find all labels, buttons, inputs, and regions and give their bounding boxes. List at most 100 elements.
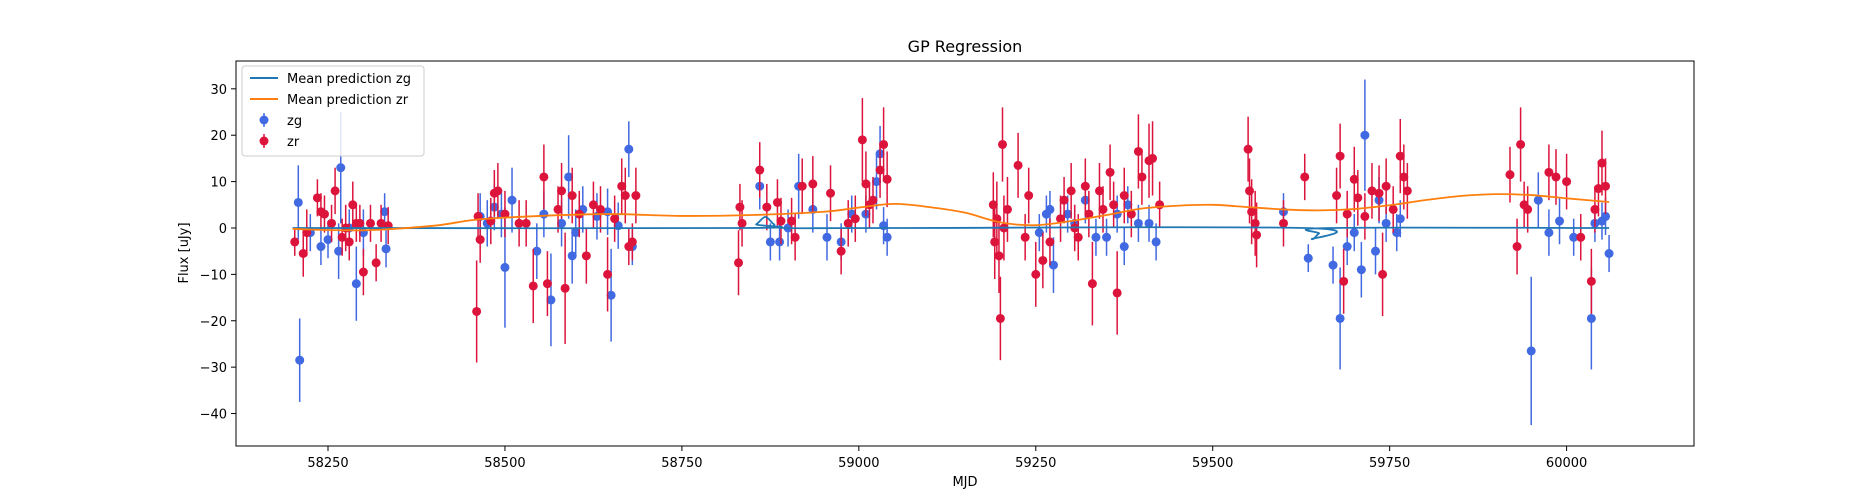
data-point-zr (620, 191, 630, 201)
x-tick-label: 60000 (1546, 456, 1587, 471)
data-point-zg (564, 172, 574, 182)
data-point-zr (1367, 186, 1377, 196)
data-point-zg (1381, 218, 1391, 228)
data-point-zg (765, 237, 775, 247)
data-point-zg (1123, 200, 1133, 210)
data-point-zr (1094, 186, 1104, 196)
data-point-zr (493, 186, 503, 196)
y-tick-label: 30 (210, 83, 227, 98)
line-mean-prediction-zg (292, 215, 1610, 241)
data-point-zr (797, 181, 807, 191)
data-point-zg (1133, 218, 1143, 228)
data-point-zg (1102, 232, 1112, 242)
data-point-zr (1353, 193, 1363, 203)
data-point-zr (1247, 207, 1257, 217)
data-point-zr (1148, 153, 1158, 163)
data-point-zg (557, 218, 567, 228)
data-point-zr (553, 204, 563, 214)
data-point-zr (875, 165, 885, 175)
data-point-zr (560, 283, 570, 293)
data-point-zr (1586, 276, 1596, 286)
data-point-zr (1339, 276, 1349, 286)
data-point-zr (762, 202, 772, 212)
data-point-zr (995, 313, 1005, 323)
data-point-zr (1278, 218, 1288, 228)
y-tick-label: −20 (200, 315, 227, 330)
data-point-zr (348, 200, 358, 210)
legend-label-zr: zr (287, 135, 300, 150)
data-point-zr (776, 216, 786, 226)
x-axis-label: MJD (952, 475, 977, 490)
data-point-zr (755, 165, 765, 175)
data-point-zg (624, 144, 634, 154)
data-point-zr (596, 204, 605, 214)
data-point-zg (500, 262, 510, 272)
data-point-zg (882, 232, 892, 242)
data-point-zr (1126, 209, 1136, 219)
data-point-zr (1013, 160, 1023, 170)
data-point-zr (998, 139, 1008, 149)
data-point-zr (1109, 200, 1119, 210)
data-point-zr (1360, 211, 1370, 221)
data-point-zr (627, 237, 637, 247)
x-tick-label: 59000 (838, 456, 879, 471)
data-point-zr (365, 218, 375, 228)
data-point-zr (1252, 230, 1262, 240)
data-point-zg (532, 246, 542, 256)
data-point-zr (542, 279, 552, 289)
data-point-zr (1523, 204, 1533, 214)
data-point-zr (475, 235, 485, 245)
data-point-zr (1544, 167, 1554, 177)
data-point-zg (1091, 232, 1101, 242)
data-point-zg (1151, 237, 1161, 247)
data-point-zr (1576, 232, 1586, 242)
data-point-zr (1512, 242, 1522, 252)
data-point-zr (358, 267, 368, 277)
data-point-zr (603, 269, 613, 279)
y-tick-label: −10 (200, 268, 227, 283)
data-point-zr (1087, 279, 1097, 289)
data-point-zg (1328, 260, 1338, 270)
x-tick-label: 58750 (661, 456, 702, 471)
data-point-zg (1555, 216, 1565, 226)
data-point-zr (1024, 191, 1034, 201)
data-point-zr (1020, 232, 1030, 242)
data-point-zg (1604, 249, 1614, 258)
data-point-zg (1034, 228, 1044, 238)
x-axis: 58250 58500 58750 59000 59250 59500 59750 60000 (307, 446, 1587, 471)
data-point-zg (606, 290, 616, 300)
data-point-zg (567, 251, 577, 261)
legend-label-mean-zr: Mean prediction zr (287, 93, 409, 108)
data-point-zg (775, 237, 785, 247)
data-point-zg (1586, 313, 1596, 323)
x-tick-label: 59750 (1369, 456, 1410, 471)
data-point-zr (1112, 288, 1122, 298)
data-point-zr (994, 251, 1004, 261)
data-point-zr (617, 181, 627, 191)
x-tick-label: 59250 (1015, 456, 1056, 471)
data-point-zr (1084, 209, 1094, 219)
data-point-zr (376, 218, 386, 228)
data-point-zr (319, 209, 329, 219)
data-point-zr (1395, 151, 1405, 161)
data-point-zr (734, 258, 744, 268)
data-point-zr (528, 281, 538, 291)
data-point-zg (1303, 253, 1313, 263)
data-point-zr (290, 237, 300, 247)
plot-area (290, 79, 1614, 426)
data-point-zr (330, 186, 340, 196)
data-point-zr (843, 218, 853, 228)
data-point-zr (567, 191, 577, 201)
data-point-zr (1378, 269, 1388, 279)
data-point-zr (1601, 181, 1611, 191)
data-point-zr (1505, 170, 1515, 180)
data-point-zg (1119, 242, 1129, 252)
data-point-zg (1601, 211, 1611, 221)
data-point-zr (1137, 172, 1147, 182)
data-point-zr (808, 179, 818, 189)
data-point-zg (507, 195, 517, 205)
data-point-zr (344, 237, 354, 247)
x-tick-label: 58500 (484, 456, 525, 471)
data-point-zg (1144, 218, 1154, 228)
